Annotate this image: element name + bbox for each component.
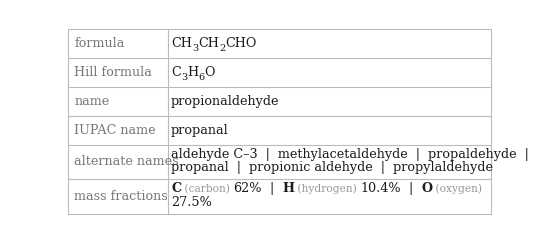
Text: formula: formula <box>74 37 124 50</box>
Text: 2: 2 <box>219 44 225 53</box>
Text: IUPAC name: IUPAC name <box>74 124 156 137</box>
Text: |: | <box>401 182 422 195</box>
Text: Hill formula: Hill formula <box>74 66 152 79</box>
Text: H: H <box>187 66 198 79</box>
Text: propanal: propanal <box>171 124 229 137</box>
Text: alternate names: alternate names <box>74 155 179 168</box>
Text: 3: 3 <box>192 44 198 53</box>
Text: CH: CH <box>171 37 192 50</box>
Text: O: O <box>422 182 432 195</box>
Text: H: H <box>282 182 294 195</box>
Text: propanal  |  propionic aldehyde  |  propylaldehyde: propanal | propionic aldehyde | propylal… <box>171 161 493 174</box>
Text: aldehyde C–3  |  methylacetaldehyde  |  propaldehyde  |: aldehyde C–3 | methylacetaldehyde | prop… <box>171 148 529 161</box>
Text: (oxygen): (oxygen) <box>432 183 483 194</box>
Text: C: C <box>171 182 181 195</box>
Text: CHO: CHO <box>225 37 257 50</box>
Text: |: | <box>262 182 282 195</box>
Text: C: C <box>171 66 181 79</box>
Text: (carbon): (carbon) <box>181 184 234 194</box>
Text: 62%: 62% <box>234 182 262 195</box>
Text: mass fractions: mass fractions <box>74 190 168 203</box>
Text: propionaldehyde: propionaldehyde <box>171 95 280 108</box>
Text: 10.4%: 10.4% <box>360 182 401 195</box>
Text: 27.5%: 27.5% <box>171 196 212 209</box>
Text: name: name <box>74 95 109 108</box>
Text: 3: 3 <box>181 73 187 82</box>
Text: CH: CH <box>198 37 219 50</box>
Text: O: O <box>204 66 215 79</box>
Text: 6: 6 <box>198 73 204 82</box>
Text: (hydrogen): (hydrogen) <box>294 183 360 194</box>
